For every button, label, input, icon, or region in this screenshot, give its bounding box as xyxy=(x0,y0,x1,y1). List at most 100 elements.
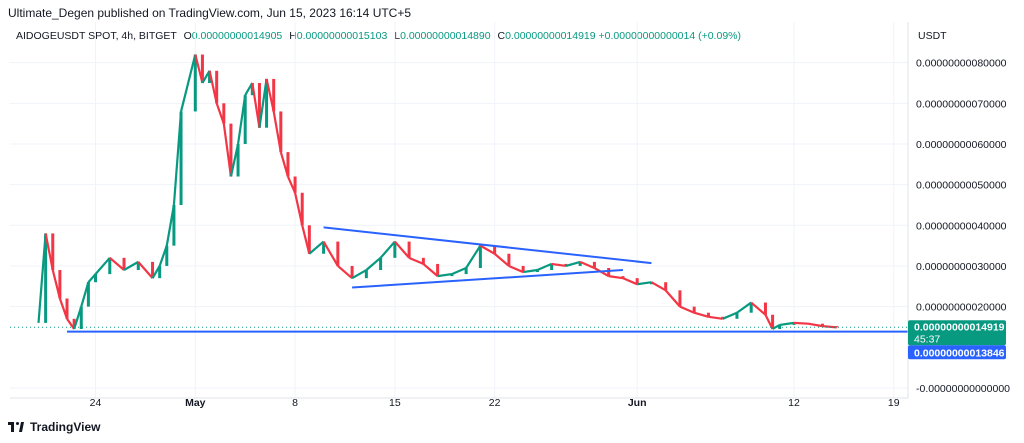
price-series xyxy=(37,54,839,330)
y-tick-label: 0.00000000080000 xyxy=(916,58,1007,70)
price-segment xyxy=(679,305,695,314)
last-price-label: 0.00000000014919 xyxy=(914,321,1005,333)
y-tick-label: 0.00000000020000 xyxy=(916,302,1007,314)
candle-body xyxy=(165,245,169,266)
x-tick-label: 12 xyxy=(788,397,800,409)
candle-body xyxy=(621,276,625,279)
candle-body xyxy=(158,265,162,279)
price-segment xyxy=(536,262,553,272)
legend-close-label: C xyxy=(497,30,506,42)
legend-open: 0.00000000014905 xyxy=(191,30,283,42)
price-segment xyxy=(493,252,510,267)
price-segment xyxy=(451,266,467,276)
price-segment xyxy=(394,240,410,259)
tradingview-logo-icon xyxy=(8,422,24,432)
candle-body xyxy=(108,257,112,275)
price-segment xyxy=(565,260,581,268)
candle-body xyxy=(635,278,639,285)
candle-body xyxy=(222,103,226,124)
candle-body xyxy=(735,312,739,319)
axis-currency: USDT xyxy=(918,30,947,42)
price-segment xyxy=(422,263,439,277)
candle-body xyxy=(421,257,425,264)
candle-body xyxy=(763,302,767,315)
x-tick-label: Jun xyxy=(628,397,647,409)
candle-body xyxy=(692,306,696,313)
price-segment xyxy=(508,264,524,274)
price-segment xyxy=(479,244,496,255)
price-segment xyxy=(637,281,652,286)
price-segment xyxy=(793,321,809,325)
price-segment xyxy=(693,311,709,318)
trendlines xyxy=(10,226,908,333)
legend-low-label: L xyxy=(394,30,401,42)
candle-body xyxy=(350,265,354,279)
price-segment xyxy=(622,277,638,286)
candle-body xyxy=(336,241,340,266)
price-segment xyxy=(379,240,396,259)
candle-body xyxy=(243,95,247,144)
candle-body xyxy=(550,263,554,271)
candle-body xyxy=(193,54,197,112)
candle-body xyxy=(279,111,283,153)
price-segment xyxy=(750,301,767,316)
x-axis: 24 May 8 15 22 Jun 12 19 xyxy=(10,397,908,409)
y-tick-label: 0.00000000040000 xyxy=(916,220,1007,232)
price-segment xyxy=(351,269,367,280)
price-segment xyxy=(664,289,681,308)
candle-body xyxy=(79,306,83,329)
price-segment xyxy=(722,311,738,320)
candle-body xyxy=(72,318,76,329)
y-tick-label: 0.00000000030000 xyxy=(916,261,1007,273)
candle-body xyxy=(521,265,525,273)
y-tick-label: 0.00000000050000 xyxy=(916,180,1007,192)
price-segment xyxy=(337,265,353,279)
candle-body xyxy=(293,176,297,193)
price-segment xyxy=(736,301,752,314)
candle-body xyxy=(835,326,839,328)
candle-body xyxy=(749,302,753,313)
price-segment xyxy=(109,256,125,271)
candle-body xyxy=(236,143,240,177)
legend-change: +0.00000000000014 (+0.09%) xyxy=(598,30,741,42)
y-tick-label: 0.00000000070000 xyxy=(916,98,1007,110)
candle-body xyxy=(778,324,782,329)
candle-body xyxy=(464,267,468,275)
candle-body xyxy=(208,70,212,83)
candle-body xyxy=(172,204,176,246)
candle-body xyxy=(436,263,440,277)
x-tick-label: May xyxy=(185,397,206,409)
countdown-label: 45:37 xyxy=(914,333,940,345)
tradingview-logo[interactable]: TradingView xyxy=(8,420,100,434)
grid xyxy=(10,22,908,398)
price-segment xyxy=(808,322,823,328)
price-segment xyxy=(708,315,723,320)
y-axis: 0.00000000080000 0.00000000070000 0.000000… xyxy=(907,22,1010,398)
price-segment xyxy=(365,256,382,271)
price-segment xyxy=(137,261,154,279)
price-segment xyxy=(650,281,667,292)
tradingview-logo-text: TradingView xyxy=(30,420,101,434)
candle-body xyxy=(379,257,383,271)
candle-body xyxy=(664,282,668,291)
x-tick-label: 8 xyxy=(292,397,298,409)
candle-body xyxy=(678,290,682,307)
candle-body xyxy=(229,123,233,177)
price-segment xyxy=(551,262,567,268)
price-segment xyxy=(408,256,424,265)
candle-body xyxy=(300,192,304,226)
trendline-lower xyxy=(352,269,623,289)
candle-body xyxy=(136,261,140,271)
candle-body xyxy=(257,82,261,128)
last-price-label-bg xyxy=(908,320,1006,346)
x-tick-label: 15 xyxy=(389,397,401,409)
price-segment xyxy=(608,275,624,280)
price-segment xyxy=(322,241,339,267)
y-tick-label: 0.00000000060000 xyxy=(916,139,1007,151)
legend-high-label: H xyxy=(289,30,297,42)
price-segment xyxy=(522,268,538,274)
candle-body xyxy=(86,282,90,307)
price-segment xyxy=(465,245,482,269)
